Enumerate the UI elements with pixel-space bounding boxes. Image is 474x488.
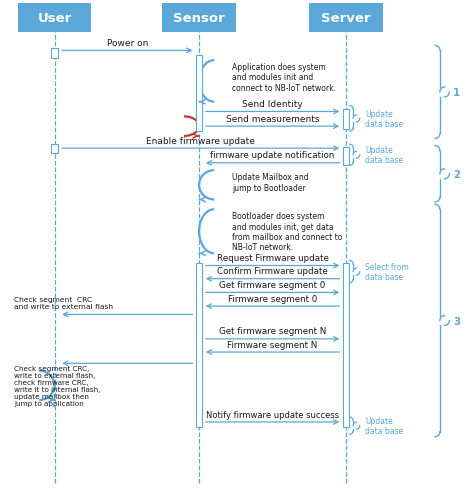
Text: Update
data base: Update data base bbox=[365, 416, 403, 435]
Text: 2: 2 bbox=[453, 169, 460, 180]
Text: Request Firmware update: Request Firmware update bbox=[217, 254, 328, 263]
Text: Update
data base: Update data base bbox=[365, 109, 403, 129]
Text: Enable firmware update: Enable firmware update bbox=[146, 137, 255, 145]
Text: Get firmware segment 0: Get firmware segment 0 bbox=[219, 281, 326, 289]
Text: Notify firmware update success: Notify firmware update success bbox=[206, 410, 339, 419]
Text: 1: 1 bbox=[453, 88, 460, 98]
Text: Update Mailbox and
jump to Bootloader: Update Mailbox and jump to Bootloader bbox=[232, 173, 309, 192]
Text: firmware update notification: firmware update notification bbox=[210, 151, 335, 160]
Text: Power on: Power on bbox=[107, 39, 148, 48]
Text: Sensor: Sensor bbox=[173, 12, 225, 25]
Text: Confirm Firmware update: Confirm Firmware update bbox=[217, 267, 328, 276]
Bar bbox=[343, 110, 349, 129]
Bar bbox=[196, 56, 202, 132]
Bar bbox=[343, 148, 349, 166]
Text: User: User bbox=[37, 12, 72, 25]
Text: Send measurements: Send measurements bbox=[226, 115, 319, 123]
FancyBboxPatch shape bbox=[18, 4, 91, 33]
Text: Application does system
and modules init and
connect to NB-IoT network.: Application does system and modules init… bbox=[232, 63, 336, 93]
Text: Update
data base: Update data base bbox=[365, 146, 403, 165]
Text: Check segment CRC,
write to external flash,
check firmware CRC,
write it to inte: Check segment CRC, write to external fla… bbox=[14, 366, 100, 407]
FancyBboxPatch shape bbox=[309, 4, 383, 33]
Text: Get firmware segment N: Get firmware segment N bbox=[219, 327, 326, 336]
Text: Bootloader does system
and modules init, get data
from mailbox and connect to
NB: Bootloader does system and modules init,… bbox=[232, 212, 343, 252]
Text: 3: 3 bbox=[453, 316, 460, 326]
Text: Firmware segment N: Firmware segment N bbox=[228, 340, 318, 349]
Text: Send Identity: Send Identity bbox=[242, 100, 303, 109]
Bar bbox=[196, 264, 202, 427]
Text: Select from
data base: Select from data base bbox=[365, 263, 409, 282]
FancyBboxPatch shape bbox=[162, 4, 236, 33]
Text: Check segment  CRC
and write to external flash: Check segment CRC and write to external … bbox=[14, 296, 113, 309]
Bar bbox=[51, 49, 58, 59]
Bar bbox=[343, 264, 349, 427]
Text: Server: Server bbox=[321, 12, 371, 25]
Bar bbox=[51, 145, 58, 154]
Text: Firmware segment 0: Firmware segment 0 bbox=[228, 294, 317, 303]
